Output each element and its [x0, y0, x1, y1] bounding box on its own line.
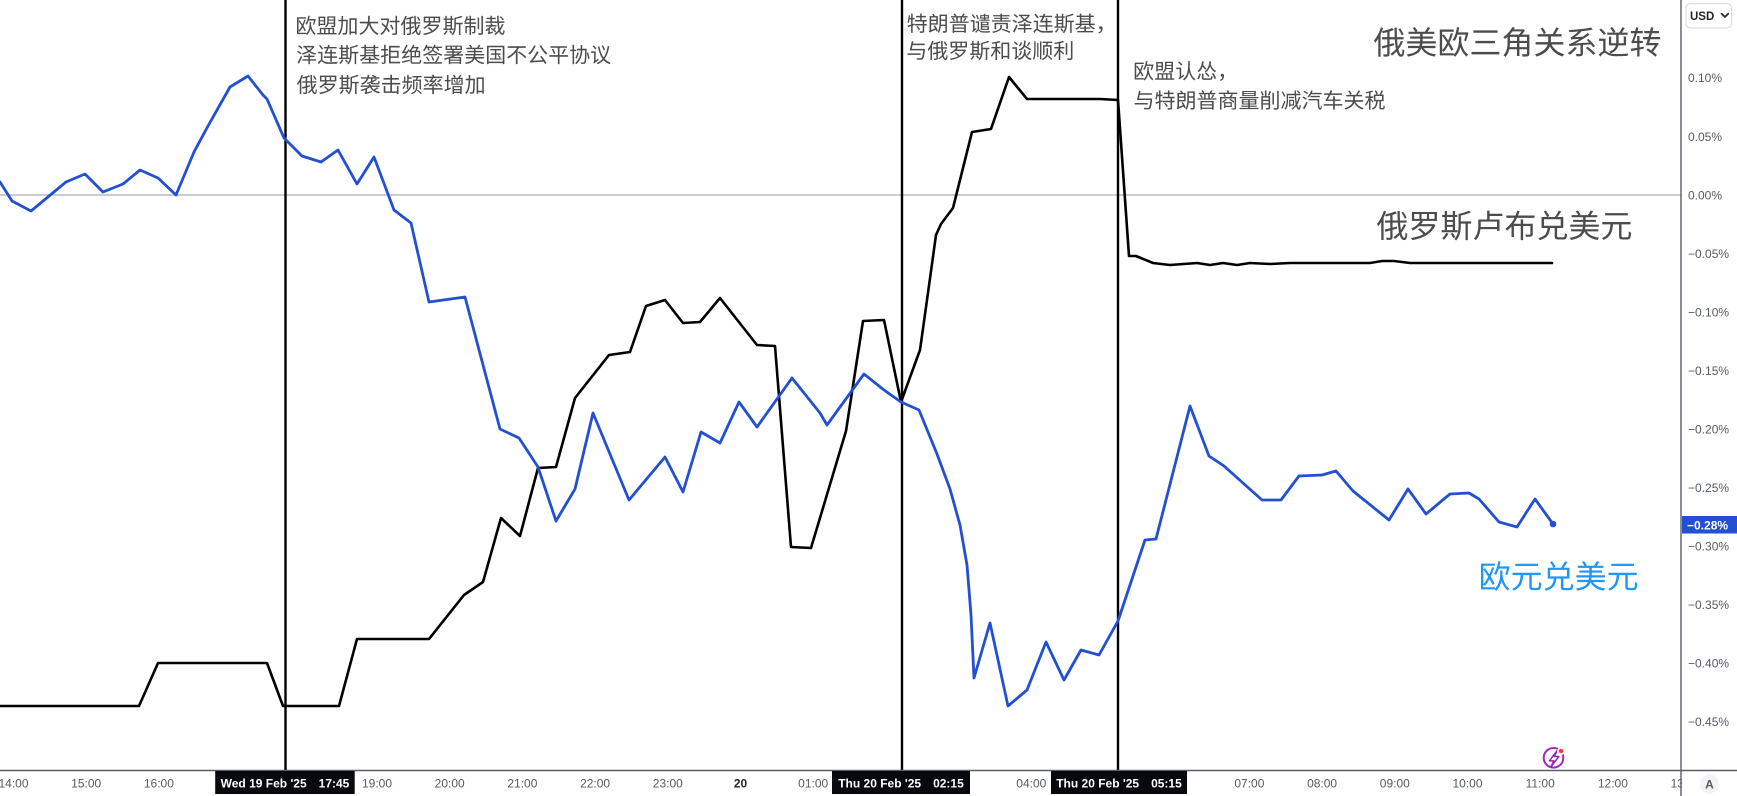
svg-text:−0.25%: −0.25%: [1688, 481, 1729, 495]
svg-text:A: A: [1705, 777, 1714, 791]
svg-text:16:00: 16:00: [144, 777, 174, 791]
svg-text:22:00: 22:00: [580, 777, 610, 791]
svg-text:−0.28%: −0.28%: [1687, 519, 1728, 533]
svg-text:−0.15%: −0.15%: [1688, 364, 1729, 378]
svg-text:01:00: 01:00: [798, 777, 828, 791]
svg-text:−0.45%: −0.45%: [1688, 715, 1729, 729]
svg-text:20:00: 20:00: [435, 777, 465, 791]
svg-text:−0.05%: −0.05%: [1688, 247, 1729, 261]
svg-text:−0.35%: −0.35%: [1688, 598, 1729, 612]
svg-text:20: 20: [734, 777, 748, 791]
svg-text:04:00: 04:00: [1016, 777, 1046, 791]
svg-text:−0.20%: −0.20%: [1688, 423, 1729, 437]
svg-text:14:00: 14:00: [0, 777, 29, 791]
svg-text:−0.10%: −0.10%: [1688, 305, 1729, 319]
svg-text:07:00: 07:00: [1234, 777, 1264, 791]
svg-text:23:00: 23:00: [653, 777, 683, 791]
svg-text:USD: USD: [1690, 11, 1714, 23]
svg-text:19:00: 19:00: [362, 777, 392, 791]
svg-text:0.05%: 0.05%: [1688, 130, 1722, 144]
svg-text:Wed 19 Feb '25 17:45: Wed 19 Feb '25 17:45: [221, 777, 350, 791]
svg-text:15:00: 15:00: [71, 777, 101, 791]
svg-text:−0.40%: −0.40%: [1688, 657, 1729, 671]
svg-text:0.00%: 0.00%: [1688, 188, 1722, 202]
svg-text:08:00: 08:00: [1307, 777, 1337, 791]
svg-text:−0.30%: −0.30%: [1688, 540, 1729, 554]
svg-text:11:00: 11:00: [1526, 777, 1555, 791]
svg-text:09:00: 09:00: [1380, 777, 1410, 791]
svg-text:Thu 20 Feb '25 05:15: Thu 20 Feb '25 05:15: [1056, 777, 1182, 791]
svg-text:21:00: 21:00: [507, 777, 537, 791]
svg-text:10:00: 10:00: [1452, 777, 1482, 791]
svg-text:0.10%: 0.10%: [1688, 71, 1722, 85]
svg-text:Thu 20 Feb '25 02:15: Thu 20 Feb '25 02:15: [838, 777, 964, 791]
svg-text:12:00: 12:00: [1598, 777, 1628, 791]
